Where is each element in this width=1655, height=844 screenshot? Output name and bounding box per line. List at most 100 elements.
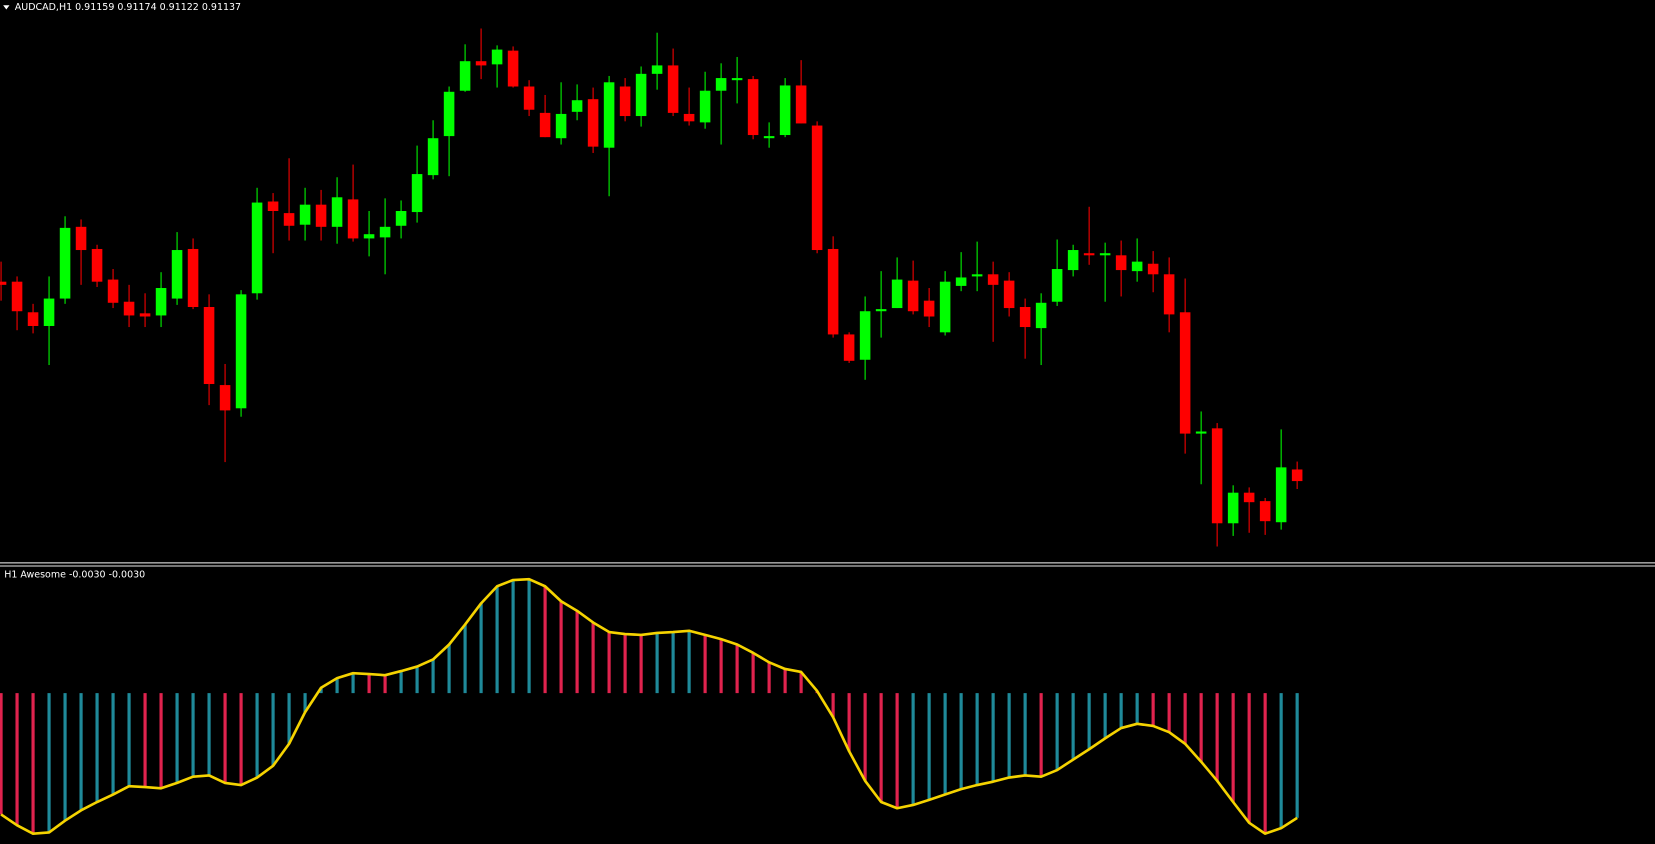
ao-bar (47, 693, 51, 833)
candle-body (1275, 467, 1287, 523)
candle-body (235, 294, 247, 409)
ao-bar (911, 693, 915, 805)
ao-bar (463, 624, 467, 694)
ao-bar (863, 693, 867, 781)
candle-body (0, 281, 7, 285)
ao-bar (959, 693, 963, 790)
candle-body (795, 85, 807, 124)
candle-body (75, 226, 87, 251)
ao-bar (767, 662, 771, 694)
menu-triangle[interactable] (3, 5, 10, 10)
candle-body (971, 274, 983, 277)
candle-body (475, 61, 487, 66)
candle-body (395, 211, 407, 226)
ao-bar (271, 693, 275, 766)
candle-body (779, 85, 791, 136)
candle-body (1019, 307, 1031, 328)
ao-bar (31, 693, 35, 834)
indicator-header: H1 Awesome -0.0030 -0.0030 (4, 569, 145, 580)
price-header: AUDCAD,H1 0.91159 0.91174 0.91122 0.9113… (15, 2, 241, 13)
candle-body (1211, 428, 1223, 524)
ao-bar (399, 671, 403, 694)
candle-body (1179, 312, 1191, 434)
ao-bar (655, 632, 659, 694)
ao-bar (1071, 693, 1075, 760)
candle-body (987, 274, 999, 285)
candle-body (171, 250, 183, 299)
ao-bar (895, 693, 899, 809)
ao-bar (591, 622, 595, 694)
ao-bar (127, 693, 131, 787)
ao-bar (1103, 693, 1107, 739)
candle-body (1195, 431, 1207, 434)
ao-bar (1199, 693, 1203, 762)
candle-body (1227, 492, 1239, 524)
candle-body (155, 288, 167, 316)
ao-bar (607, 632, 611, 694)
candle-body (635, 73, 647, 117)
candle-body (699, 90, 711, 123)
candle-body (107, 279, 119, 303)
candle-body (1259, 501, 1271, 522)
candle-body (955, 277, 967, 286)
ao-bar (703, 634, 707, 694)
ao-bar (719, 639, 723, 694)
ao-bar (1135, 693, 1139, 724)
candle-body (1083, 253, 1095, 256)
candle-body (299, 204, 311, 225)
candle-body (331, 197, 343, 227)
ao-bar (0, 693, 3, 815)
candle-body (923, 300, 935, 317)
ao-bar (175, 693, 179, 783)
candle-body (619, 86, 631, 117)
candle-body (1131, 261, 1143, 272)
ao-bar (367, 673, 371, 694)
ao-bar (15, 693, 19, 826)
ao-bar (79, 693, 83, 811)
candle-body (1291, 469, 1303, 482)
ao-bar (1087, 693, 1091, 750)
ao-bar (1055, 693, 1059, 771)
ao-bar (1183, 693, 1187, 744)
candle-body (123, 301, 135, 316)
ao-bar (639, 634, 643, 694)
candle-body (491, 49, 503, 65)
candle-body (715, 78, 727, 91)
ao-bar (495, 586, 499, 694)
ao-bar (1151, 693, 1155, 726)
candle-body (267, 201, 279, 211)
candle-body (427, 138, 439, 176)
ao-bar (559, 601, 563, 694)
ao-bar (991, 693, 995, 782)
candle-body (139, 313, 151, 317)
candle-body (1099, 253, 1111, 256)
candle-body (683, 113, 695, 122)
ao-bar (431, 659, 435, 694)
ao-bar (223, 693, 227, 783)
candle-body (843, 334, 855, 361)
candle-body (827, 248, 839, 335)
ao-bar (287, 693, 291, 744)
candle-body (1115, 255, 1127, 271)
candle-body (379, 226, 391, 238)
ao-bar (111, 693, 115, 795)
ao-bar (303, 693, 307, 713)
ao-bar (1007, 693, 1011, 778)
ao-bar (527, 579, 531, 694)
candle-body (907, 280, 919, 312)
ao-bar (1215, 693, 1219, 781)
candle-body (651, 65, 663, 74)
ao-bar (687, 630, 691, 694)
candle-body (347, 199, 359, 239)
candle-body (187, 248, 199, 308)
ao-bar (207, 693, 211, 776)
ao-bar (735, 644, 739, 694)
candle-body (27, 312, 39, 326)
candle-body (11, 281, 23, 312)
candle-body (91, 248, 103, 282)
ao-bar (783, 669, 787, 694)
candle-body (891, 279, 903, 309)
ao-bar (63, 693, 67, 821)
candle-body (1067, 250, 1079, 271)
